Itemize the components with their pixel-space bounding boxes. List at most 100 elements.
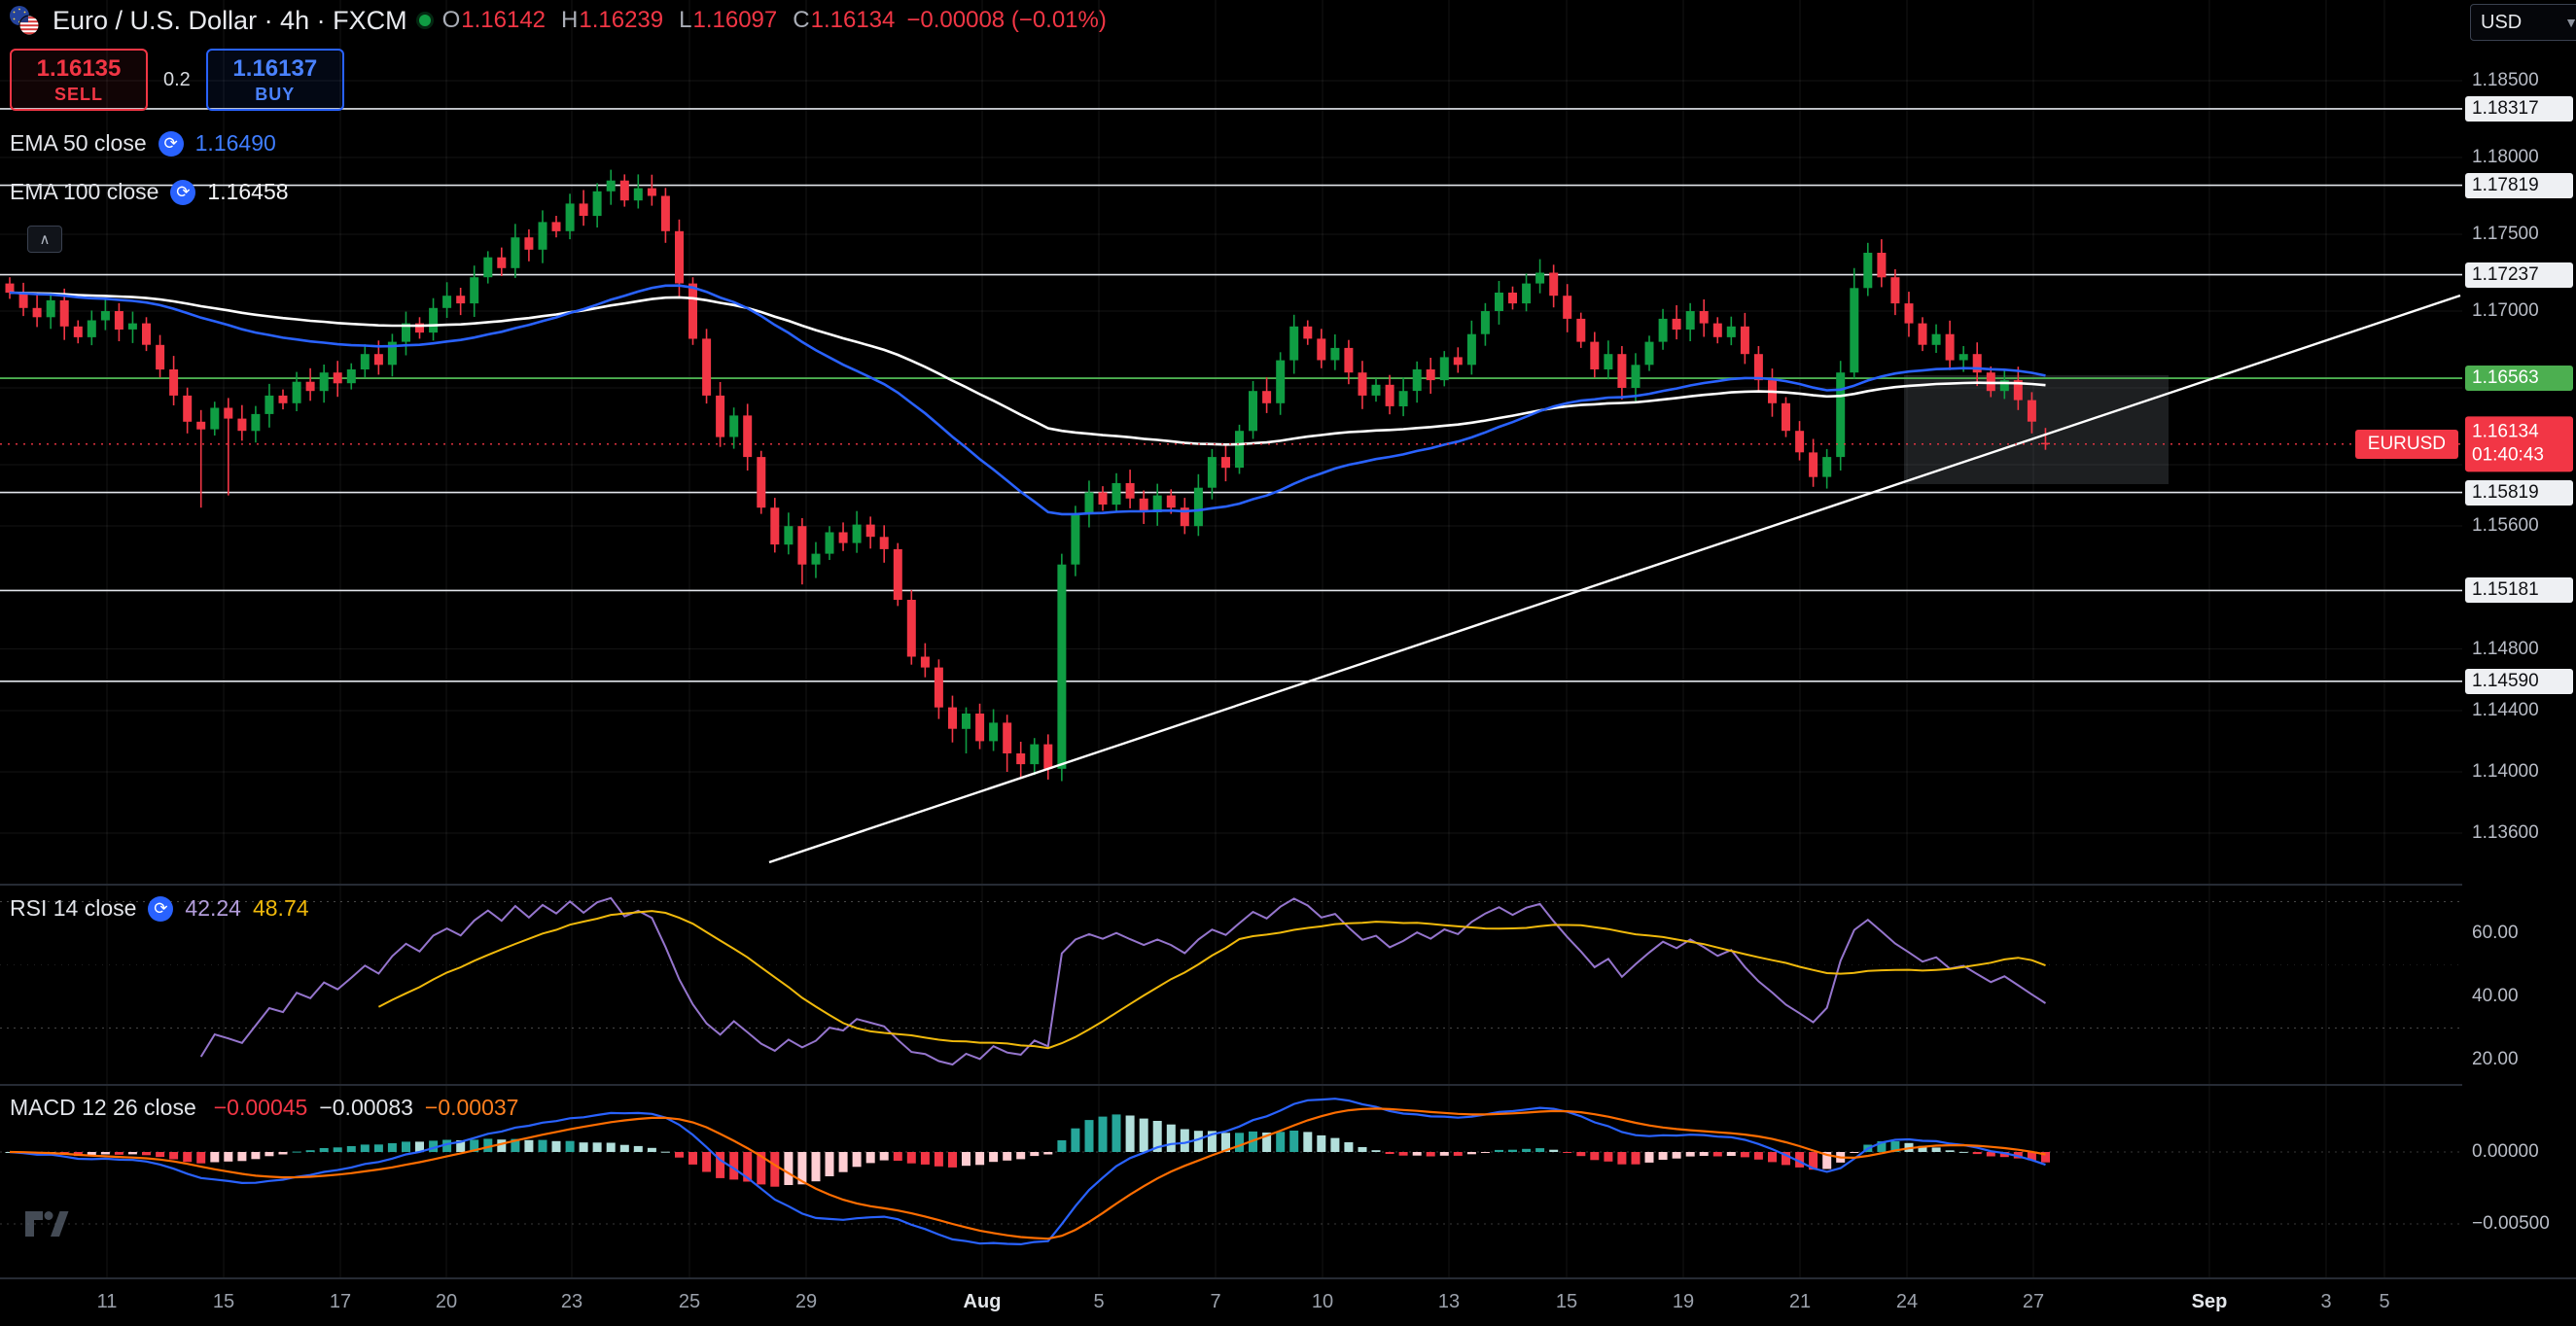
main-price-pane: [0, 108, 2462, 864]
level-price-label: 1.17237: [2465, 262, 2573, 288]
buy-label: BUY: [255, 84, 296, 104]
current-price-label: 1.16134 01:40:43: [2465, 416, 2573, 472]
rsi-ma-line: [377, 910, 2046, 1050]
chart-canvas[interactable]: [0, 0, 2462, 1277]
level-price-label: 1.14590: [2465, 668, 2573, 694]
refresh-icon: ⟳: [148, 895, 174, 922]
ema100-label: EMA 100 close: [10, 179, 159, 204]
price-axis[interactable]: 1.18500 1.18000 1.17500 1.17000 1.15600 1.148…: [2462, 0, 2576, 1277]
time-label-day: 21: [1788, 1291, 1812, 1312]
ema50-legend[interactable]: EMA 50 close ⟳ 1.16490: [10, 130, 276, 157]
ema50-value: 1.16490: [194, 130, 276, 156]
price-tick-label: 1.15600: [2472, 515, 2539, 537]
spread-value: 0.2: [163, 68, 191, 90]
ohlc-readout: O1.16142 H1.16239 L1.16097 C1.16134: [442, 7, 896, 34]
time-label-day: 27: [2022, 1291, 2045, 1312]
time-axis[interactable]: 11 15 17 20 23 25 29 Aug 5 7 10 13 15 19 21 24 27 Sep 3 5: [0, 1277, 2576, 1326]
rsi-ma-value: 48.74: [252, 895, 309, 921]
open-value: 1.16142: [461, 7, 547, 33]
rsi-tick-label: 20.00: [2472, 1049, 2519, 1069]
rsi-tick-label: 40.00: [2472, 986, 2519, 1006]
currency-label: USD: [2481, 11, 2523, 33]
time-label-day: 17: [329, 1291, 352, 1312]
price-tick-label: 1.17000: [2472, 300, 2539, 321]
high-label: H: [561, 7, 579, 33]
macd-signal-line: [9, 1107, 2046, 1240]
macd-line-value: −0.00083: [319, 1095, 413, 1120]
price-tick-label: 1.14800: [2472, 638, 2539, 659]
price-tick-label: 1.13600: [2472, 822, 2539, 844]
low-value: 1.16097: [692, 7, 778, 33]
tradingview-logo-icon[interactable]: [23, 1202, 70, 1247]
refresh-icon: ⟳: [170, 179, 196, 205]
level-price-label: 1.15819: [2465, 479, 2573, 506]
symbol-title[interactable]: Euro / U.S. Dollar · 4h · FXCM: [53, 5, 407, 35]
sell-price: 1.16135: [36, 54, 122, 82]
rsi-pane: [0, 896, 2462, 1066]
caret-down-icon: ▼: [2564, 15, 2576, 30]
time-label-month: Sep: [2191, 1291, 2228, 1312]
macd-legend[interactable]: MACD 12 26 close −0.00045 −0.00083 −0.00…: [10, 1095, 518, 1121]
chevron-up-icon: ∧: [39, 231, 51, 248]
price-tick-label: 1.14000: [2472, 761, 2539, 782]
rsi-label: RSI 14 close: [10, 895, 137, 921]
time-label-day: 13: [1437, 1291, 1461, 1312]
refresh-icon: ⟳: [158, 130, 184, 157]
level-price-label: 1.15181: [2465, 577, 2573, 604]
pane-separator[interactable]: [0, 1084, 2576, 1086]
macd-tick-label: 0.00000: [2472, 1141, 2539, 1162]
macd-pane: [0, 1098, 2462, 1246]
time-label-day: 19: [1672, 1291, 1695, 1312]
ema100-line: [9, 291, 2046, 446]
price-tick-label: 1.14400: [2472, 699, 2539, 720]
symbol-header: Euro / U.S. Dollar · 4h · FXCM O1.16142 …: [8, 2, 1107, 39]
time-label-day: 11: [96, 1291, 118, 1312]
time-label-day: 15: [1555, 1291, 1578, 1312]
candles-layer: [5, 169, 2050, 782]
price-tick-label: 1.18500: [2472, 70, 2539, 90]
high-value: 1.16239: [579, 7, 664, 33]
time-label-day: 20: [435, 1291, 458, 1312]
time-label-day: 23: [560, 1291, 583, 1312]
green-level-price-label: 1.16563: [2465, 366, 2573, 391]
ema100-legend[interactable]: EMA 100 close ⟳ 1.16458: [10, 179, 289, 205]
rsi-line: [199, 896, 2047, 1066]
level-price-label: 1.18317: [2465, 95, 2573, 122]
time-label-day: 5: [1093, 1291, 1105, 1312]
ema50-label: EMA 50 close: [10, 130, 147, 156]
pane-separator[interactable]: [0, 884, 2576, 886]
low-label: L: [679, 7, 692, 33]
market-status-icon[interactable]: [418, 15, 431, 26]
time-label-day: 7: [1210, 1291, 1221, 1312]
time-label-day: 29: [794, 1291, 818, 1312]
rsi-value: 42.24: [185, 895, 241, 921]
time-label-day: 15: [212, 1291, 235, 1312]
macd-hist-value: −0.00045: [213, 1095, 308, 1120]
sell-label: SELL: [53, 84, 103, 104]
open-label: O: [441, 7, 461, 33]
legend-collapse-button[interactable]: ∧: [27, 226, 62, 253]
price-tick-label: 1.17500: [2472, 224, 2539, 244]
time-label-day: 24: [1895, 1291, 1919, 1312]
symbol-flags-icon: [8, 4, 41, 37]
time-label-day: 3: [2320, 1291, 2332, 1312]
currency-unit-button[interactable]: USD ▼: [2470, 4, 2576, 41]
price-change: −0.00008 (−0.01%): [906, 7, 1107, 33]
vertical-gridlines: [0, 0, 2462, 1277]
ema50-line: [9, 284, 2046, 516]
close-value: 1.16134: [810, 7, 896, 33]
rsi-legend[interactable]: RSI 14 close ⟳ 42.24 48.74: [10, 895, 309, 922]
macd-line: [9, 1098, 2046, 1246]
rsi-tick-label: 60.00: [2472, 923, 2519, 943]
level-price-label: 1.17819: [2465, 172, 2573, 198]
macd-tick-label: −0.00500: [2472, 1213, 2550, 1234]
macd-label: MACD 12 26 close: [10, 1095, 196, 1120]
time-label-day: 10: [1311, 1291, 1334, 1312]
buy-button[interactable]: 1.16137 BUY: [205, 49, 344, 111]
current-price-symbol-tag: EURUSD: [2354, 429, 2458, 459]
ema100-value: 1.16458: [207, 179, 289, 204]
time-label-day: 25: [678, 1291, 701, 1312]
sell-button[interactable]: 1.16135 SELL: [10, 49, 148, 111]
time-label-month: Aug: [963, 1291, 1002, 1312]
